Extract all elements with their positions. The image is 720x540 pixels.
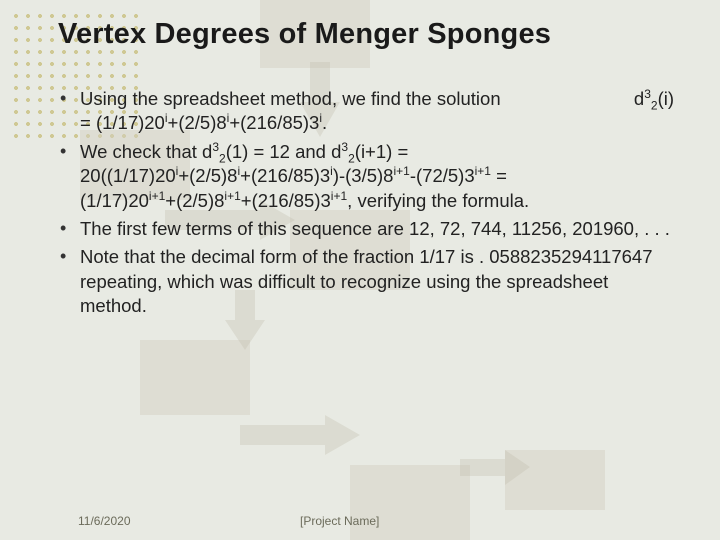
bullet-1-trail: d32(i) bbox=[634, 87, 674, 111]
slide: Vertex Degrees of Menger Sponges Using t… bbox=[0, 0, 720, 540]
bullet-4: Note that the decimal form of the fracti… bbox=[64, 245, 680, 318]
text: = (1/17)20 bbox=[80, 112, 165, 133]
text: Using the spreadsheet method, we find th… bbox=[80, 88, 501, 109]
bullet-2: We check that d32(1) = 12 and d32(i+1) =… bbox=[64, 140, 680, 213]
slide-title: Vertex Degrees of Menger Sponges bbox=[58, 18, 680, 51]
bullet-3: The first few terms of this sequence are… bbox=[64, 217, 680, 241]
footer-project: [Project Name] bbox=[300, 514, 379, 528]
footer-date: 11/6/2020 bbox=[78, 514, 131, 528]
bullet-list: Using the spreadsheet method, we find th… bbox=[58, 87, 680, 319]
bullet-1: Using the spreadsheet method, we find th… bbox=[64, 87, 680, 136]
